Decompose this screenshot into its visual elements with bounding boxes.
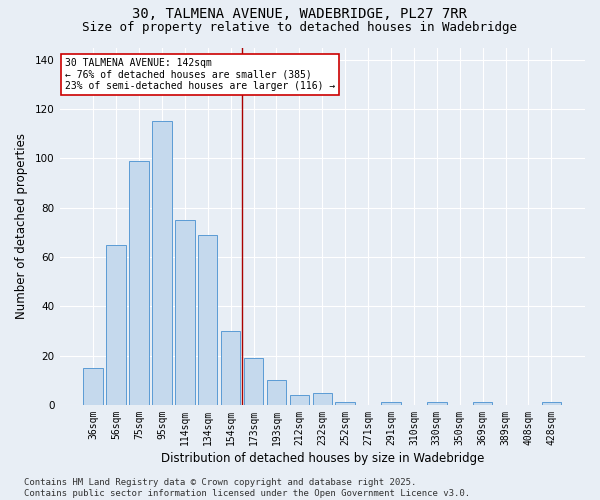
- Bar: [152, 122, 172, 405]
- Bar: [473, 402, 493, 405]
- Text: Size of property relative to detached houses in Wadebridge: Size of property relative to detached ho…: [83, 21, 517, 34]
- Bar: [542, 402, 561, 405]
- Bar: [106, 244, 126, 405]
- Bar: [175, 220, 194, 405]
- Bar: [198, 235, 217, 405]
- Bar: [244, 358, 263, 405]
- Bar: [335, 402, 355, 405]
- Bar: [267, 380, 286, 405]
- Bar: [290, 395, 309, 405]
- Bar: [381, 402, 401, 405]
- Bar: [83, 368, 103, 405]
- X-axis label: Distribution of detached houses by size in Wadebridge: Distribution of detached houses by size …: [161, 452, 484, 465]
- Bar: [221, 331, 241, 405]
- Bar: [129, 161, 149, 405]
- Y-axis label: Number of detached properties: Number of detached properties: [15, 133, 28, 319]
- Text: 30, TALMENA AVENUE, WADEBRIDGE, PL27 7RR: 30, TALMENA AVENUE, WADEBRIDGE, PL27 7RR: [133, 8, 467, 22]
- Text: Contains HM Land Registry data © Crown copyright and database right 2025.
Contai: Contains HM Land Registry data © Crown c…: [24, 478, 470, 498]
- Text: 30 TALMENA AVENUE: 142sqm
← 76% of detached houses are smaller (385)
23% of semi: 30 TALMENA AVENUE: 142sqm ← 76% of detac…: [65, 58, 335, 92]
- Bar: [313, 392, 332, 405]
- Bar: [427, 402, 446, 405]
